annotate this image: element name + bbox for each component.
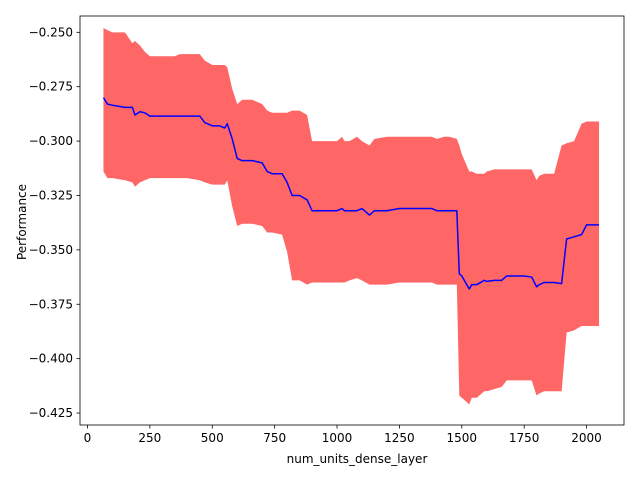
performance-line (102, 97, 600, 290)
x-tick-label: 1500 (447, 431, 478, 445)
y-tick-label: −0.375 (29, 297, 73, 311)
x-tick-label: 0 (84, 431, 92, 445)
y-tick-label: −0.425 (29, 406, 73, 420)
x-tick-label: 250 (138, 431, 161, 445)
axes-frame (79, 15, 625, 426)
x-tick-label: 1000 (322, 431, 353, 445)
x-tick-label: 2000 (571, 431, 602, 445)
x-axis-label: num_units_dense_layer (287, 452, 428, 466)
y-tick-label: −0.400 (29, 352, 73, 366)
y-tick-label: −0.325 (29, 188, 73, 202)
y-tick-label: −0.250 (29, 25, 73, 39)
x-tick-label: 750 (263, 431, 286, 445)
x-tick-label: 500 (201, 431, 224, 445)
y-tick-label: −0.300 (29, 134, 73, 148)
y-tick-label: −0.350 (29, 243, 73, 257)
x-tick-label: 1750 (509, 431, 540, 445)
axes-layer: 0 250 500 750 1000 1250 1500 1750 2000 −0.425 −0.4… (29, 15, 625, 445)
plot-area (102, 27, 600, 405)
plot-layer (102, 27, 600, 405)
x-tick-label: 1250 (384, 431, 415, 445)
confidence-band (103, 27, 600, 405)
y-axis-label: Performance (15, 184, 29, 260)
y-tick-label: −0.275 (29, 80, 73, 94)
